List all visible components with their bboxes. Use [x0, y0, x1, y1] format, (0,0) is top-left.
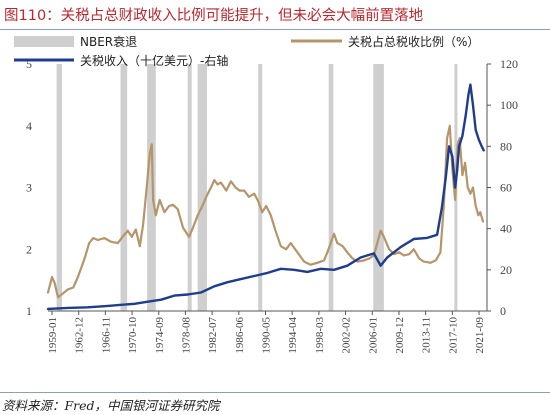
y-right-tick-label: 100 [500, 98, 518, 112]
recession-band [147, 64, 156, 311]
x-tick-label: 1962-12 [74, 317, 86, 354]
recession-bands [56, 64, 458, 311]
x-tick-label: 1990-05 [261, 317, 273, 354]
x-tick-label: 2013-11 [421, 317, 433, 353]
source-note: 资料来源：Fred，中国银河证券研究院 [2, 398, 220, 413]
x-tick-label: 1970-10 [127, 317, 139, 354]
x-tick-label: 1994-04 [287, 317, 299, 354]
x-tick-label: 1974-09 [154, 317, 166, 354]
x-tick-label: 2021-09 [474, 317, 486, 354]
x-tick-label: 2002-02 [341, 317, 353, 354]
y-right-tick-label: 60 [500, 181, 512, 195]
axes: 1 2 3 4 5 0 20 40 60 80 100 120 1959-01 1962-12 1966-1… [26, 57, 518, 354]
legend-ratio-label: 关税占总税收比例（%） [348, 34, 479, 49]
recession-band [120, 64, 128, 311]
y-right-tick-label: 0 [500, 304, 506, 318]
y-right-tick-label: 120 [500, 57, 518, 71]
x-tick-label: 1959-01 [47, 317, 59, 354]
x-tick-label: 1982-07 [207, 317, 219, 354]
y-right-tick-label: 20 [500, 263, 512, 277]
figure-title: 图110：关税占总财政收入比例可能提升，但未必会大幅前置落地 [4, 8, 424, 24]
x-tick-label: 1966-11 [100, 317, 112, 353]
y-left-tick-label: 2 [26, 242, 32, 256]
x-tick-label: 2017-10 [447, 317, 459, 354]
recession-band [187, 64, 192, 311]
y-left-tick-label: 5 [26, 57, 32, 71]
legend-revenue-label: 关税收入（十亿美元）-右轴 [80, 53, 228, 68]
x-tick-label: 2009-12 [394, 317, 406, 354]
recession-band [258, 64, 263, 311]
x-tick-label: 1986-06 [234, 317, 246, 354]
x-tick-label: 2006-01 [367, 317, 379, 354]
tariff-ratio-line [46, 124, 485, 299]
title-divider [0, 29, 550, 30]
recession-band [56, 64, 62, 311]
recession-band [197, 64, 207, 311]
x-tick-label: 1978-08 [180, 317, 192, 354]
recession-band [373, 64, 384, 311]
x-tick-label: 1998-03 [314, 317, 326, 354]
tariff-revenue-line [46, 83, 485, 311]
legend-recession-label: NBER衰退 [80, 34, 137, 49]
legend: NBER衰退 关税占总税收比例（%） 关税收入（十亿美元）-右轴 [14, 34, 479, 68]
series-lines [46, 83, 485, 311]
source-divider [0, 392, 550, 393]
y-left-tick-label: 3 [26, 181, 32, 195]
y-left-tick-label: 1 [26, 304, 32, 318]
chart: 1 2 3 4 5 0 20 40 60 80 100 120 1959-01 1962-12 1966-1… [14, 34, 518, 354]
recession-band [328, 64, 334, 311]
legend-recession-swatch [14, 36, 74, 47]
y-left-tick-label: 4 [26, 119, 32, 133]
y-right-tick-label: 40 [500, 222, 512, 236]
y-right-tick-label: 80 [500, 139, 512, 153]
